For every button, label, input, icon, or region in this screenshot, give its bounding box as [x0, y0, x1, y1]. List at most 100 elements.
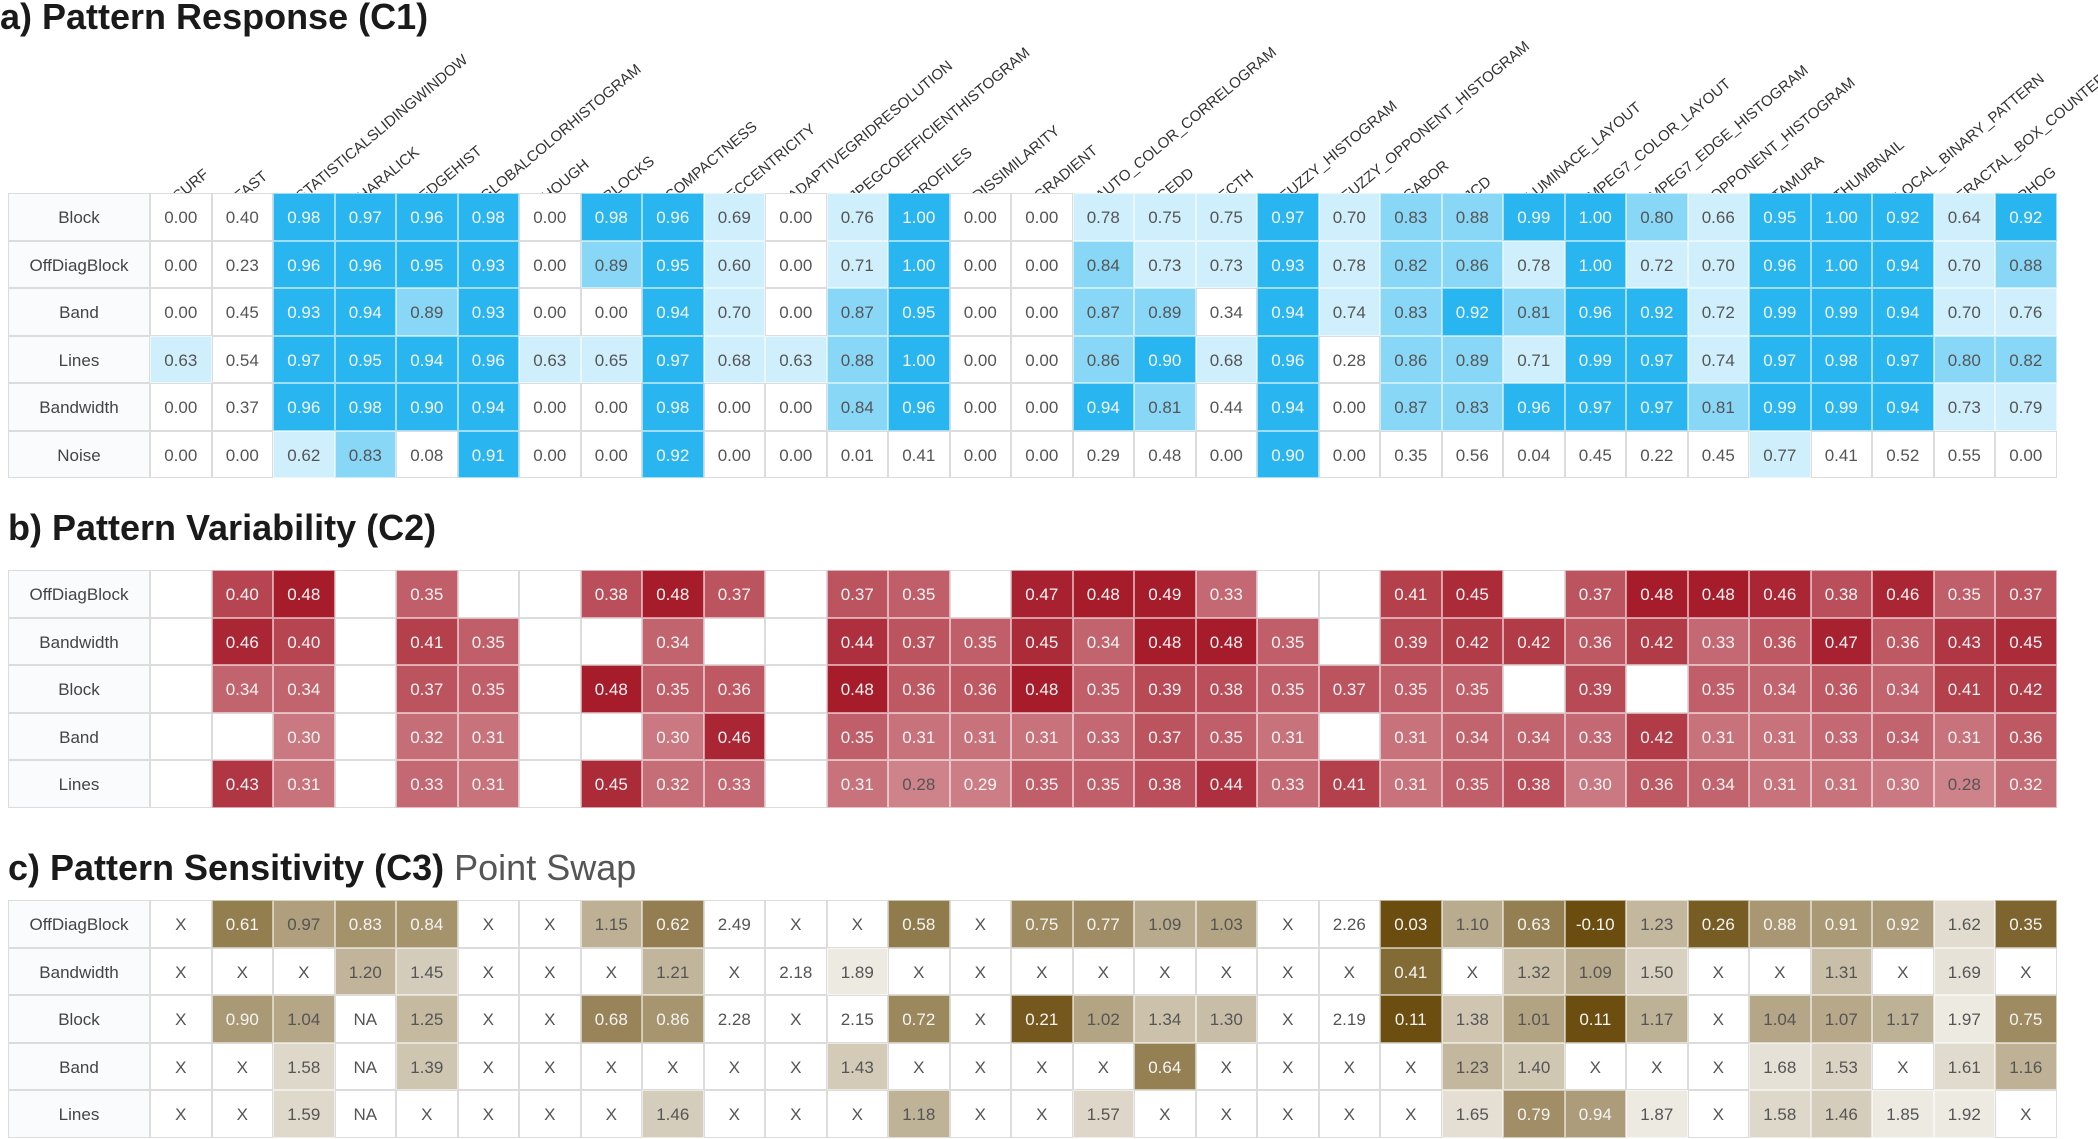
heatmap-cell: 1.58 [1749, 1090, 1811, 1138]
heatmap-cell: 0.70 [1687, 240, 1749, 288]
heatmap-cell: X [519, 995, 581, 1043]
heatmap-cell: X [1134, 947, 1196, 995]
heatmap-cell: 1.43 [826, 1042, 888, 1090]
heatmap-cell: 0.00 [1011, 193, 1073, 241]
heatmap-cell: X [1195, 947, 1257, 995]
heatmap-cell: 1.38 [1441, 995, 1503, 1043]
heatmap-cell: 0.96 [334, 240, 396, 288]
heatmap-cell: 0.93 [457, 288, 519, 336]
heatmap-cell: 0.31 [1749, 712, 1811, 760]
heatmap-cell: 0.31 [1933, 712, 1995, 760]
heatmap-cell: 0.75 [1134, 193, 1196, 241]
heatmap-cell: 0.33 [396, 760, 458, 808]
heatmap-cell: X [457, 947, 519, 995]
heatmap-cell: 0.88 [826, 335, 888, 383]
heatmap-cell: X [949, 1042, 1011, 1090]
title-pattern-sensitivity-main: c) Pattern Sensitivity (C3) [8, 847, 445, 888]
column-headers: SURF FAST STATISTICALSLIDINGWINDOW HARALICK… [0, 0, 2098, 205]
heatmap-cell [150, 712, 212, 760]
heatmap-cell: 0.48 [273, 570, 335, 618]
heatmap-cell: X [150, 947, 212, 995]
row-label: Band [8, 712, 150, 760]
heatmap-cell: 0.87 [1380, 383, 1442, 431]
heatmap-cell: 0.33 [1810, 712, 1872, 760]
heatmap-cell: 1.31 [1810, 947, 1872, 995]
heatmap-cell: 0.92 [1626, 288, 1688, 336]
heatmap-cell: X [150, 1042, 212, 1090]
row-label: Band [8, 1042, 150, 1090]
heatmap-cell: 0.33 [1687, 617, 1749, 665]
heatmap-cell: 0.44 [1195, 760, 1257, 808]
heatmap-cell: 0.95 [334, 335, 396, 383]
heatmap-cell: 0.92 [1872, 900, 1934, 948]
heatmap-cell: 0.31 [1257, 712, 1319, 760]
heatmap-cell [519, 665, 581, 713]
heatmap-cell: 0.35 [1687, 665, 1749, 713]
heatmap-cell [150, 665, 212, 713]
heatmap-cell: X [1441, 947, 1503, 995]
heatmap-cell: 0.41 [1318, 760, 1380, 808]
heatmap-cell: 1.21 [642, 947, 704, 995]
heatmap-cell [519, 760, 581, 808]
heatmap-cell [949, 570, 1011, 618]
heatmap-cell: 0.96 [273, 240, 335, 288]
heatmap-cell: 0.48 [1626, 570, 1688, 618]
heatmap-cell: 0.34 [1872, 712, 1934, 760]
row-label: OffDiagBlock [8, 240, 150, 288]
heatmap-cell: 0.62 [642, 900, 704, 948]
heatmap-cell: 2.19 [1318, 995, 1380, 1043]
heatmap-cell: 0.35 [826, 712, 888, 760]
heatmap-cell: 0.96 [1749, 240, 1811, 288]
heatmap-cell [334, 712, 396, 760]
heatmap-cell: 0.35 [888, 570, 950, 618]
heatmap-cell: 0.45 [1564, 430, 1626, 478]
heatmap-cell: 0.96 [888, 383, 950, 431]
heatmap-cell: 1.17 [1626, 995, 1688, 1043]
heatmap-cell: 0.74 [1687, 335, 1749, 383]
heatmap-cell: X [826, 1090, 888, 1138]
heatmap-cell: 0.94 [1872, 288, 1934, 336]
heatmap-cell: 0.46 [211, 617, 273, 665]
heatmap-cell: 0.00 [150, 383, 212, 431]
heatmap-cell: 0.87 [826, 288, 888, 336]
heatmap-cell: 0.33 [1195, 570, 1257, 618]
heatmap-cell: 0.36 [703, 665, 765, 713]
heatmap-cell: 0.94 [1257, 383, 1319, 431]
heatmap-cell: 0.72 [1687, 288, 1749, 336]
heatmap-cell: 0.37 [1318, 665, 1380, 713]
heatmap-cell: X [1072, 947, 1134, 995]
heatmap-cell: 0.38 [1810, 570, 1872, 618]
heatmap-cell: X [1011, 1090, 1073, 1138]
heatmap-cell: X [519, 1042, 581, 1090]
heatmap-cell: 0.90 [1134, 335, 1196, 383]
heatmap-cell [1318, 570, 1380, 618]
heatmap-cell: 0.00 [1318, 383, 1380, 431]
heatmap-cell: 0.35 [1441, 665, 1503, 713]
heatmap-cell: 0.81 [1134, 383, 1196, 431]
heatmap-cell: 1.00 [1810, 193, 1872, 241]
heatmap-cell: X [1687, 1090, 1749, 1138]
heatmap-cell: 0.00 [150, 240, 212, 288]
heatmap-cell: 0.58 [888, 900, 950, 948]
column-header: FUZZY_HISTOGRAM [1276, 97, 1401, 205]
heatmap-cell: 0.37 [826, 570, 888, 618]
heatmap-cell: X [1257, 995, 1319, 1043]
heatmap-cell: 0.38 [1503, 760, 1565, 808]
heatmap-cell: 0.31 [1687, 712, 1749, 760]
heatmap-cell: 0.36 [1626, 760, 1688, 808]
heatmap-cell: X [1195, 1042, 1257, 1090]
heatmap-cell: 0.34 [1441, 712, 1503, 760]
heatmap-cell: 0.00 [949, 240, 1011, 288]
heatmap-cell: X [1318, 1042, 1380, 1090]
heatmap-cell: 0.70 [1933, 240, 1995, 288]
heatmap-cell: 0.92 [1441, 288, 1503, 336]
heatmap-cell: 0.31 [1380, 712, 1442, 760]
heatmap-cell: 2.15 [826, 995, 888, 1043]
heatmap-cell: 0.39 [1380, 617, 1442, 665]
heatmap-cell: X [211, 1090, 273, 1138]
heatmap-cell: 0.98 [642, 383, 704, 431]
heatmap-cell: 0.91 [457, 430, 519, 478]
heatmap-cell: X [1872, 947, 1934, 995]
heatmap-cell: 0.56 [1441, 430, 1503, 478]
heatmap-cell: 0.41 [1380, 947, 1442, 995]
